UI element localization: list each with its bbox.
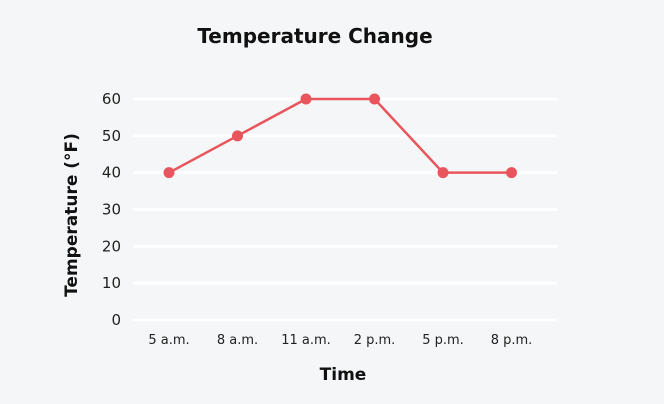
data-point	[437, 167, 449, 179]
y-axis-ticks: 0 10 20 30 40 50 60	[102, 90, 121, 329]
data-point	[506, 167, 517, 179]
data-point	[369, 93, 380, 105]
y-tick-label: 30	[102, 201, 121, 219]
y-tick-label: 40	[102, 164, 121, 182]
data-point	[163, 167, 175, 179]
series-points	[163, 93, 517, 179]
y-tick-label: 10	[102, 274, 121, 292]
x-tick-label: 5 a.m.	[148, 333, 189, 348]
y-axis-label: Temperature (°F)	[62, 133, 82, 297]
series-line-path	[168, 97, 512, 174]
x-tick-label: 2 p.m.	[354, 333, 396, 348]
series-line	[168, 97, 512, 174]
x-tick-label: 8 a.m.	[217, 333, 258, 348]
data-point	[300, 93, 312, 105]
x-tick-label: 5 p.m.	[422, 333, 464, 348]
grid-lines	[133, 97, 557, 322]
chart-title: Temperature Change	[197, 24, 432, 48]
x-axis-label: Time	[320, 365, 367, 385]
y-tick-label: 0	[111, 311, 121, 329]
y-tick-label: 50	[102, 127, 121, 145]
data-point	[232, 130, 243, 142]
x-tick-label: 11 a.m.	[281, 333, 331, 348]
x-tick-label: 8 p.m.	[491, 333, 533, 348]
y-tick-label: 20	[102, 237, 121, 255]
y-tick-label: 60	[102, 90, 121, 108]
x-axis-ticks: 5 a.m. 8 a.m. 11 a.m. 2 p.m. 5 p.m. 8 p.m.	[148, 333, 532, 348]
